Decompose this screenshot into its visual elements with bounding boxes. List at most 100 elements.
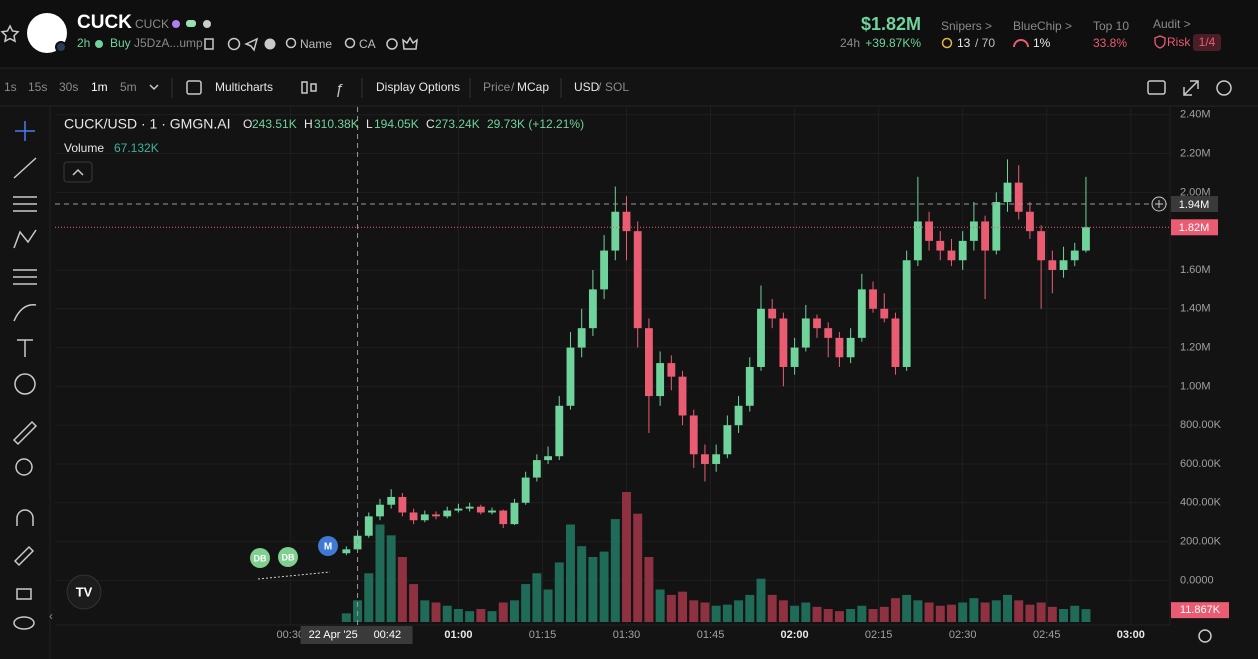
candle-body [701,454,709,464]
candle-body [813,318,821,329]
telegram-icon[interactable] [244,37,259,52]
x-tick-label: 01:15 [529,629,557,641]
indicators-icon[interactable]: ƒ [335,81,343,98]
volume-bar [734,600,744,622]
pattern-tool[interactable] [13,229,37,249]
volume-bar [1036,602,1046,622]
website-icon[interactable] [227,37,241,51]
sol-toggle[interactable]: SOL [605,80,629,94]
candle-body [1026,211,1034,232]
volume-bar [487,611,497,622]
buy-label[interactable]: Buy [110,36,131,50]
migration-marker[interactable] [318,536,338,556]
display-options[interactable]: Display Options [376,80,460,94]
dev-buy-marker[interactable] [250,548,270,568]
interval-dropdown[interactable] [149,84,159,91]
volume-bar [778,600,788,622]
lock-tool[interactable] [16,588,32,600]
contract-address[interactable]: J5DzA...ump [134,36,203,50]
text-tool[interactable] [17,339,33,357]
ohlc-label: H [304,117,313,131]
candle-body [880,308,889,319]
multicharts[interactable]: Multicharts [215,80,273,94]
search-name-icon[interactable] [285,37,297,49]
x-icon[interactable] [264,38,276,50]
candle-body [902,260,911,367]
snipers-label[interactable]: Snipers > [941,19,992,33]
volume-bar [1025,604,1035,622]
volume-label: Volume [64,141,104,155]
candle-body [947,250,956,261]
candle-body [678,376,687,416]
snipers-icon [941,37,953,49]
toggle-separator: / [511,80,515,94]
collapse-legend-icon[interactable] [72,168,84,176]
crown-icon[interactable] [402,36,418,50]
volume-bar [1081,609,1091,622]
favorite-icon[interactable] [0,24,20,43]
candle-body [667,363,676,377]
price-toggle[interactable]: Price [483,80,511,94]
search-ca-icon[interactable] [344,37,356,49]
usd-toggle[interactable]: USD [574,80,600,94]
share-icon[interactable] [386,38,398,50]
interval[interactable]: 15s [28,80,47,94]
brush-tool[interactable] [13,304,37,322]
candle-body [611,211,620,251]
visibility-tool[interactable] [13,616,35,630]
fib-tool[interactable] [13,196,37,212]
projection-tool[interactable] [13,269,37,285]
copy-icon[interactable] [204,38,214,50]
search-ca[interactable]: CA [359,37,376,51]
crosshair-price-tag-bg [1171,196,1218,213]
interval[interactable]: 5m [120,80,137,94]
dev-buy-marker[interactable] [278,547,298,567]
collapse-legend[interactable] [63,161,93,183]
candle-type-icon[interactable] [310,83,317,92]
axis-settings-icon[interactable] [1198,629,1212,643]
candle-body [846,337,855,358]
candle-body [577,328,586,348]
ohlc-value: 273.24K [435,117,480,131]
interval[interactable]: 1s [4,80,17,94]
token-age: 2h [77,36,90,50]
multicharts-icon[interactable] [186,80,202,95]
candle-body [981,221,990,251]
lock-draw-tool[interactable] [13,545,35,567]
volume-bar [969,598,979,622]
candle-body [443,510,452,517]
emoji-tool[interactable] [14,373,36,395]
volume-bar [879,606,889,622]
y-tick-label: 0.0000 [1180,574,1214,586]
snipers-total: / 70 [975,36,995,50]
magnet-tool[interactable] [16,509,34,526]
volume-bar [700,602,710,622]
y-tick-label: 2.40M [1180,109,1211,121]
volume-bar [1047,606,1057,622]
crosshair-tool[interactable] [15,121,35,141]
line-tool[interactable] [13,157,37,179]
interval[interactable]: 30s [59,80,78,94]
ruler-tool[interactable] [12,420,38,446]
search-name[interactable]: Name [300,37,332,51]
crosshair-date: 22 Apr '25 [309,629,358,641]
screenshot-icon[interactable] [1147,80,1166,95]
mcap-toggle[interactable]: MCap [517,80,549,94]
candle-type-icon[interactable] [301,81,308,94]
zoom-tool[interactable] [15,458,33,476]
volume-bar [364,573,374,622]
flame-icon [172,20,180,28]
risk-badge [1193,34,1221,51]
settings-icon[interactable] [1216,80,1232,96]
x-tick-label: 01:30 [613,629,641,641]
marker-label: DB [254,553,267,563]
collapse-arrow[interactable]: ‹ [49,609,53,623]
volume-bar [565,524,575,622]
bluechip-label[interactable]: BlueChip > [1013,19,1072,33]
audit-label[interactable]: Audit > [1153,17,1191,31]
interval-active[interactable]: 1m [91,80,108,94]
candle-body [476,506,485,513]
tradingview-logo[interactable] [66,574,102,610]
fullscreen-icon[interactable] [1183,80,1199,96]
volume-bar [689,600,699,622]
